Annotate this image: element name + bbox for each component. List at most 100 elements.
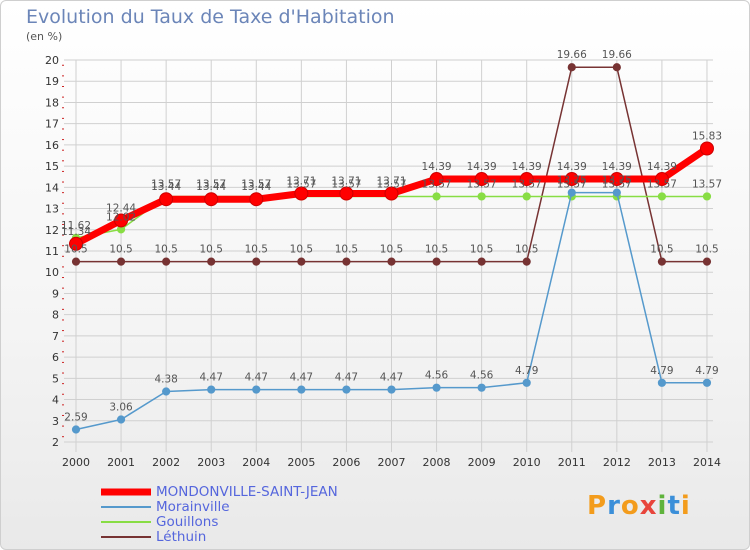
y-tick-label: 20 [45,54,59,67]
data-label: 4.47 [380,372,403,384]
data-label: 13.57 [286,178,316,190]
logo-letter: o [620,491,640,521]
data-label: 10.5 [425,244,448,256]
data-label: 19.66 [557,49,587,61]
data-point [567,63,576,72]
data-label: 10.5 [470,244,493,256]
x-tick-label: 2007 [377,456,405,469]
x-tick-label: 2006 [332,456,360,469]
data-label: 13.57 [151,178,181,190]
data-label: 4.47 [290,372,313,384]
logo-letter: i [680,491,691,521]
data-label: 10.5 [200,244,223,256]
data-point [71,257,81,266]
legend-label: MONDONVILLE-SAINT-JEAN [156,484,338,500]
data-point [654,172,669,187]
data-point [252,257,261,266]
data-label: 13.57 [692,178,722,190]
data-label: 13.44 [241,181,271,193]
legend-label: Gouillons [156,514,219,530]
data-label: 10.5 [109,244,132,256]
data-point [252,385,261,394]
x-tick-label: 2010 [513,456,541,469]
data-label: 10.5 [154,244,177,256]
data-point [297,385,306,394]
data-point [432,383,441,392]
data-label: 15.83 [692,130,722,142]
y-tick-label: 6 [52,351,59,364]
data-point [657,257,667,266]
gridlines [62,59,713,452]
data-point [567,188,576,197]
data-label: 10.5 [650,244,673,256]
y-tick-label: 19 [45,75,59,88]
data-label: 2.59 [64,411,87,423]
data-point [477,383,486,392]
data-point [114,213,129,228]
y-tick-label: 2 [52,436,59,449]
data-point [702,192,712,201]
logo-letter: t [667,491,681,521]
data-point [699,141,714,156]
x-tick-label: 2003 [197,456,225,469]
data-label: 14.39 [647,161,677,173]
data-point [116,257,126,266]
data-label: 13.71 [286,175,316,187]
data-label: 13.71 [331,175,361,187]
x-tick-label: 2005 [287,456,315,469]
legend-label: Morainville [156,499,230,515]
data-label: 11.34 [61,226,91,238]
series-0 [69,141,714,251]
y-tick-label: 14 [45,181,59,194]
data-label: 10.5 [335,244,358,256]
data-point [702,378,712,387]
data-point [477,257,486,266]
data-label: 13.57 [331,178,361,190]
data-point [519,172,534,187]
data-label: 10.5 [380,244,403,256]
data-label: 4.47 [200,372,223,384]
data-label: 13.75 [602,175,632,187]
data-label: 13.75 [557,175,587,187]
data-label: 13.57 [422,178,452,190]
x-tick-label: 2008 [423,456,451,469]
data-point [249,192,264,207]
data-label: 13.57 [602,178,632,190]
logo-letter: x [639,491,658,521]
data-label: 4.79 [650,365,673,377]
data-label: 19.66 [602,49,632,61]
legend-label: Léthuin [156,529,207,545]
x-tick-label: 2011 [558,456,586,469]
y-tick-label: 3 [52,415,59,428]
y-tick-label: 11 [45,245,59,258]
data-label: 13.57 [241,178,271,190]
y-tick-label: 12 [45,224,59,237]
data-point [116,415,126,424]
data-label: 13.57 [467,178,497,190]
data-label: 10.5 [515,244,538,256]
chart-subtitle: (en %) [26,30,63,43]
data-label: 4.79 [515,365,538,377]
data-point [477,192,486,201]
chart-title: Evolution du Taux de Taxe d'Habitation [26,6,395,28]
x-tick-label: 2004 [242,456,270,469]
data-point [657,378,667,387]
data-label: 13.71 [376,175,406,187]
data-point [387,385,396,394]
y-tick-label: 5 [52,372,59,385]
data-point [342,385,351,394]
data-point [474,172,489,187]
data-label: 14.39 [557,161,587,173]
data-label: 14.39 [422,161,452,173]
data-label: 4.38 [154,373,177,385]
data-point [342,257,351,266]
series-1 [71,188,712,434]
y-tick-label: 16 [45,139,59,152]
data-point [162,387,171,396]
data-label: 4.47 [335,372,358,384]
data-label: 4.56 [425,370,449,382]
data-point [294,186,309,201]
data-label: 13.57 [557,178,587,190]
data-label: 13.57 [647,178,677,190]
